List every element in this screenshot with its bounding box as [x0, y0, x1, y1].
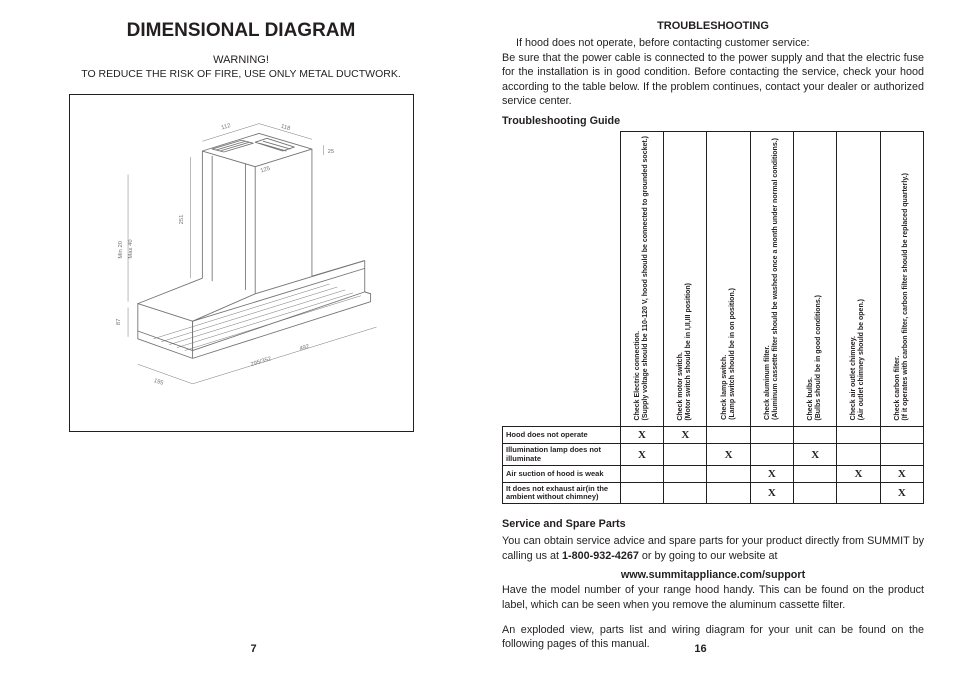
mark-cell [620, 465, 663, 482]
troubleshooting-table: Check Electric connection.(Supply voltag… [502, 131, 924, 504]
mark-cell [794, 482, 837, 504]
mark-cell: X [664, 427, 707, 444]
mark-cell [880, 427, 923, 444]
mark-cell: X [794, 444, 837, 466]
page-right: TROUBLESHOOTING If hood does not operate… [477, 20, 924, 655]
mark-cell: X [880, 482, 923, 504]
mark-cell: X [620, 427, 663, 444]
col-1: Check motor switch.(Motor switch should … [664, 131, 707, 426]
table-row: It does not exhaust air(in the ambient w… [503, 482, 924, 504]
row-label: Illumination lamp does not illuminate [503, 444, 621, 466]
mark-cell [750, 444, 793, 466]
intro-line: If hood does not operate, before contact… [502, 36, 924, 51]
dim-vent-gap: 25 [327, 148, 334, 154]
troubleshooting-heading: TROUBLESHOOTING [502, 20, 924, 32]
mark-cell: X [837, 465, 880, 482]
mark-cell [664, 444, 707, 466]
page-left: DIMENSIONAL DIAGRAM WARNING! TO REDUCE T… [30, 20, 477, 655]
table-row: Air suction of hood is weakXXX [503, 465, 924, 482]
range-hood-diagram: 112 118 25 125 251 Min 20 Max 40 87 195 … [85, 111, 398, 416]
mark-cell: X [880, 465, 923, 482]
mark-cell [750, 427, 793, 444]
warning-2: TO REDUCE THE RISK OF FIRE, USE ONLY MET… [30, 68, 452, 80]
title-dimensional: DIMENSIONAL DIAGRAM [30, 20, 452, 42]
table-row: Illumination lamp does not illuminateXXX [503, 444, 924, 466]
page-number-left: 7 [30, 643, 477, 655]
dim-top-a: 112 [220, 122, 231, 130]
service-p1: You can obtain service advice and spare … [502, 534, 924, 563]
mark-cell: X [750, 465, 793, 482]
mark-cell [707, 465, 750, 482]
mark-cell [837, 427, 880, 444]
dim-max: Max 40 [127, 238, 133, 258]
service-heading: Service and Spare Parts [502, 518, 924, 530]
warning-1: WARNING! [30, 54, 452, 66]
table-header-row: Check Electric connection.(Supply voltag… [503, 131, 924, 426]
row-label: Air suction of hood is weak [503, 465, 621, 482]
col-3: Check aluminum filter.(Aluminum cassette… [750, 131, 793, 426]
mark-cell: X [750, 482, 793, 504]
mark-cell [664, 465, 707, 482]
guide-label: Troubleshooting Guide [502, 115, 924, 127]
dim-height: 251 [178, 214, 184, 224]
dim-top-b: 118 [280, 123, 291, 131]
page-number-right: 16 [477, 643, 924, 655]
col-2: Check lamp switch.(Lamp switch should be… [707, 131, 750, 426]
col-5: Check air outlet chimney.(Air outlet chi… [837, 131, 880, 426]
col-0: Check Electric connection.(Supply voltag… [620, 131, 663, 426]
dim-hood-front-a: 295/352 [250, 356, 272, 368]
dim-hood-front-b: 492 [299, 343, 310, 352]
mark-cell: X [620, 444, 663, 466]
mark-cell [794, 427, 837, 444]
support-url: www.summitappliance.com/support [502, 569, 924, 581]
row-label: Hood does not operate [503, 427, 621, 444]
service-p2: Have the model number of your range hood… [502, 583, 924, 612]
intro-para: Be sure that the power cable is connecte… [502, 51, 924, 109]
support-phone: 1-800-932-4267 [562, 550, 639, 562]
row-label: It does not exhaust air(in the ambient w… [503, 482, 621, 504]
mark-cell: X [707, 444, 750, 466]
col-6: Check carbon filter.(If it operates with… [880, 131, 923, 426]
col-4: Check bulbs.(Bulbs should be in good con… [794, 131, 837, 426]
dim-base-h: 87 [116, 318, 122, 325]
mark-cell [707, 482, 750, 504]
mark-cell [837, 444, 880, 466]
mark-cell [794, 465, 837, 482]
dim-hood-depth: 195 [152, 378, 164, 387]
mark-cell [664, 482, 707, 504]
dim-min: Min 20 [118, 240, 124, 258]
table-row: Hood does not operateXX [503, 427, 924, 444]
mark-cell [880, 444, 923, 466]
mark-cell [707, 427, 750, 444]
mark-cell [837, 482, 880, 504]
dimensional-diagram-frame: 112 118 25 125 251 Min 20 Max 40 87 195 … [69, 94, 414, 432]
mark-cell [620, 482, 663, 504]
dim-chimney-w: 125 [259, 165, 271, 174]
